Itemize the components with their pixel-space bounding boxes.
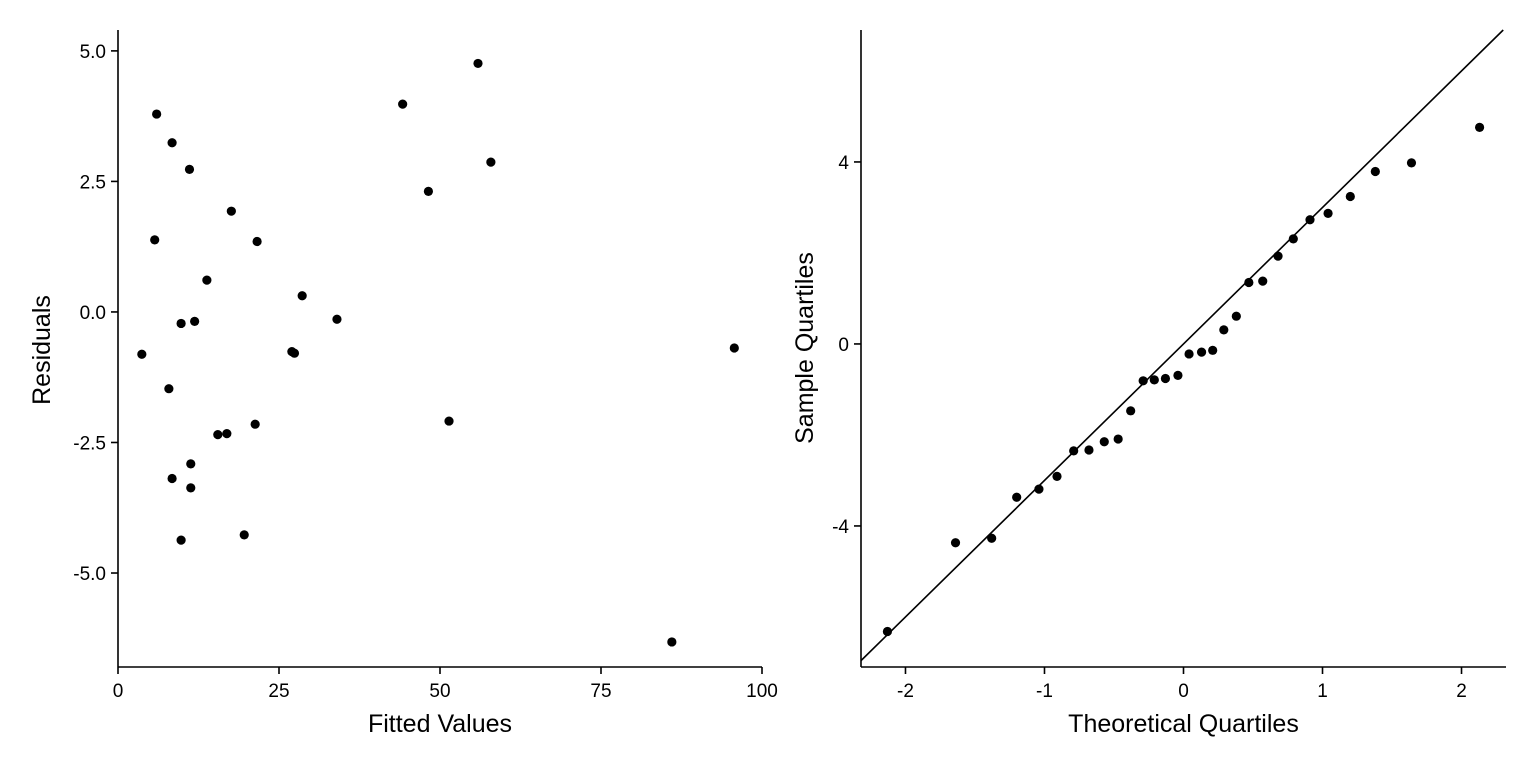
qq-data-point [1099,437,1109,447]
qq-data-point [882,626,893,637]
qq-data-point [1173,370,1183,380]
qq-data-point [1149,375,1159,385]
residuals-data-point [186,483,196,493]
qq-y-axis-title: Sample Quartiles [791,252,819,444]
residuals-data-point [473,58,483,69]
residuals-data-point [176,535,186,545]
residuals-data-point [213,430,223,440]
qq-data-point [1345,191,1355,202]
qq-data-point [1034,484,1044,494]
residuals-data-point [222,429,232,439]
residuals-data-point [150,235,160,245]
residuals-data-point [239,530,249,540]
qq-plot-panel: -2 -1 0 1 2 4 0 -4 Theoretical Quartiles Sampl… [791,29,1506,738]
residuals-data-point [444,416,454,426]
residuals-data-point [167,138,177,148]
qq-data-point [1196,347,1207,357]
qq-data-point [1305,215,1315,225]
residuals-data-point [398,99,408,109]
qq-data-point [1208,345,1218,355]
qq-data-point [950,538,961,548]
residuals-data-point [423,186,434,196]
residuals-x-tick-label: 25 [268,681,289,702]
qq-y-tick-label: -4 [832,517,849,538]
residuals-data-point [176,318,186,329]
residuals-data-point [190,316,200,326]
residuals-data-point [184,164,195,175]
residuals-data-point [252,236,262,247]
qq-y-tick-label: 0 [838,335,849,356]
qq-data-point [1184,349,1194,359]
qq-data-point [1370,166,1380,177]
qq-data-point [1273,251,1283,261]
residuals-vs-fitted-panel: 0 25 50 75 100 5.0 2.5 0.0 -2.5 -5.0 Fitted Valu… [28,30,778,738]
residuals-y-tick-label: -5.0 [73,564,106,585]
residuals-data-point [137,349,147,359]
residuals-data-point [332,314,342,324]
residuals-y-tick-label: -2.5 [73,433,106,454]
qq-x-tick-label: 1 [1317,681,1328,702]
qq-plot-area [860,29,1504,662]
residuals-data-point [729,343,739,353]
residuals-y-tick-label: 0.0 [80,303,106,324]
qq-data-point [1160,373,1171,384]
qq-data-point [1069,446,1079,456]
residuals-data-point [164,384,174,394]
qq-data-point [1138,376,1148,386]
residuals-x-ticks: 0 25 50 75 100 [113,667,778,702]
residuals-data-point [297,291,307,301]
qq-y-tick-label: 4 [838,153,849,174]
residuals-data-point [486,157,496,167]
residuals-data-point [667,637,677,647]
residuals-data-point [152,109,162,119]
qq-data-point [1126,406,1136,416]
residuals-y-axis-title: Residuals [28,295,56,405]
qq-data-point [1012,492,1022,502]
qq-data-point [1084,445,1094,455]
residuals-y-tick-label: 5.0 [80,42,106,63]
residuals-x-axis-title: Fitted Values [368,710,512,738]
qq-x-tick-label: 0 [1178,681,1189,702]
residuals-x-tick-label: 50 [429,681,450,702]
qq-x-tick-label: 2 [1456,681,1467,702]
qq-data-point [1219,325,1229,335]
residuals-x-tick-label: 75 [590,681,611,702]
residuals-y-tick-label: 2.5 [80,172,106,193]
qq-data-point [1052,471,1062,481]
residuals-data-point [202,275,212,285]
qq-reference-line [860,29,1504,662]
residuals-data-point [167,473,177,484]
qq-x-tick-label: -1 [1036,681,1053,702]
residuals-x-tick-label: 100 [746,681,778,702]
residuals-data-point [250,419,260,429]
residuals-y-ticks: 5.0 2.5 0.0 -2.5 -5.0 [73,42,118,585]
qq-data-point [1113,434,1123,444]
residuals-plot-area [137,58,739,647]
residuals-x-tick-label: 0 [113,681,124,702]
qq-data-point [1474,122,1485,132]
qq-data-point [1323,208,1333,218]
qq-y-ticks: 4 0 -4 [832,153,861,538]
qq-data-point [1258,276,1268,286]
qq-data-point [1231,311,1241,321]
qq-data-point [1244,277,1254,288]
residuals-data-point [226,206,236,216]
residuals-data-point [186,459,196,469]
qq-x-ticks: -2 -1 0 1 2 [897,667,1467,702]
qq-data-point [1406,158,1417,168]
qq-data-point [1288,234,1298,244]
qq-x-tick-label: -2 [897,681,914,702]
qq-data-point [987,533,997,543]
qq-x-axis-title: Theoretical Quartiles [1068,710,1299,738]
residuals-data-point [289,348,300,358]
